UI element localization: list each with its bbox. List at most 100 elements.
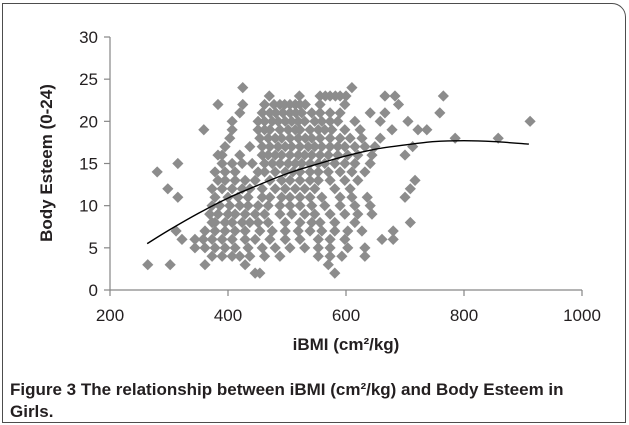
scatter-point [322, 166, 334, 178]
figure-frame [2, 3, 626, 423]
scatter-point [364, 200, 376, 212]
scatter-point [366, 149, 378, 161]
scatter-point [198, 124, 210, 136]
scatter-point [314, 132, 326, 144]
scatter-point [306, 216, 318, 229]
scatter-point [286, 208, 298, 220]
scatter-point [276, 149, 288, 161]
scatter-point [344, 132, 356, 144]
scatter-point [197, 233, 209, 245]
scatter-point [407, 141, 419, 153]
scatter-point [361, 191, 373, 203]
scatter-point [342, 225, 354, 237]
scatter-point [209, 225, 221, 237]
scatter-point [284, 149, 296, 161]
scatter-point [272, 115, 284, 127]
scatter-point [306, 132, 318, 144]
scatter-point [334, 166, 346, 178]
scatter-point [258, 166, 271, 178]
scatter-point [399, 149, 411, 161]
scatter-point [216, 250, 228, 262]
scatter-point [239, 225, 251, 237]
scatter-point [340, 90, 352, 102]
scatter-point [244, 250, 256, 262]
scatter-point [312, 233, 324, 245]
scatter-point [256, 107, 268, 119]
scatter-point [309, 141, 321, 153]
scatter-point [286, 115, 298, 127]
scatter-point [374, 115, 386, 127]
scatter-point [299, 242, 311, 254]
scatter-point [236, 216, 248, 229]
scatter-point [222, 208, 234, 220]
scatter-point [262, 149, 274, 161]
scatter-point [359, 242, 371, 254]
scatter-point [294, 174, 306, 186]
scatter-point [277, 107, 289, 119]
scatter-point [376, 233, 388, 245]
scatter-point [274, 200, 286, 212]
scatter-point [352, 149, 364, 161]
scatter-point [349, 216, 361, 229]
scatter-point [256, 242, 268, 254]
scatter-point [269, 183, 281, 195]
scatter-point [284, 107, 296, 119]
scatter-point [224, 200, 236, 212]
scatter-point [170, 225, 182, 237]
scatter-point [258, 208, 271, 220]
scatter-point [226, 216, 238, 229]
scatter-point [151, 166, 163, 178]
scatter-point [329, 267, 341, 279]
scatter-point [256, 191, 268, 203]
scatter-point [387, 225, 399, 237]
axis-ticks: 0 5 10 15 20 25 30 200 400 600 800 1000 [79, 28, 601, 325]
scatter-point [284, 174, 296, 186]
scatter-point [324, 132, 336, 144]
scatter-point [404, 183, 416, 195]
scatter-point [309, 183, 321, 195]
scatter-point [276, 174, 288, 186]
scatter-point [249, 174, 261, 186]
scatter-point [274, 157, 286, 170]
scatter-point [234, 149, 246, 161]
scatter-point [252, 216, 264, 229]
scatter-point [237, 82, 249, 94]
scatter-point [366, 208, 378, 220]
scatter-point [359, 166, 371, 178]
scatter-point [284, 200, 296, 212]
scatter-point [258, 115, 271, 127]
scatter-point [322, 259, 334, 271]
scatter-point [409, 174, 421, 186]
scatter-point [279, 141, 291, 153]
scatter-point [294, 124, 306, 136]
scatter-point [314, 216, 326, 229]
scatter-point [304, 191, 316, 203]
scatter-point [219, 216, 231, 229]
scatter-point [374, 132, 386, 144]
x-axis-title: iBMI (cm²/kg) [293, 335, 400, 354]
scatter-point [379, 107, 391, 119]
scatter-point [246, 157, 258, 170]
scatter-point [342, 242, 354, 254]
scatter-point [239, 174, 251, 186]
scatter-point [316, 141, 328, 153]
scatter-point [226, 233, 238, 245]
scatter-point [387, 233, 399, 245]
scatter-point [306, 149, 318, 161]
scatter-point [229, 174, 241, 186]
scatter-point [219, 174, 231, 186]
scatter-point [162, 183, 174, 195]
scatter-point [219, 242, 231, 254]
scatter-point [346, 166, 358, 178]
scatter-point [329, 183, 341, 195]
scatter-point [216, 149, 228, 161]
x-tick-label: 200 [96, 306, 124, 325]
y-tick-label: 25 [79, 70, 98, 89]
scatter-point [332, 141, 344, 153]
scatter-point [226, 115, 238, 127]
scatter-point [249, 208, 261, 220]
scatter-point [334, 132, 346, 144]
scatter-point [234, 250, 246, 262]
scatter-point [299, 132, 311, 144]
scatter-point [329, 225, 341, 237]
